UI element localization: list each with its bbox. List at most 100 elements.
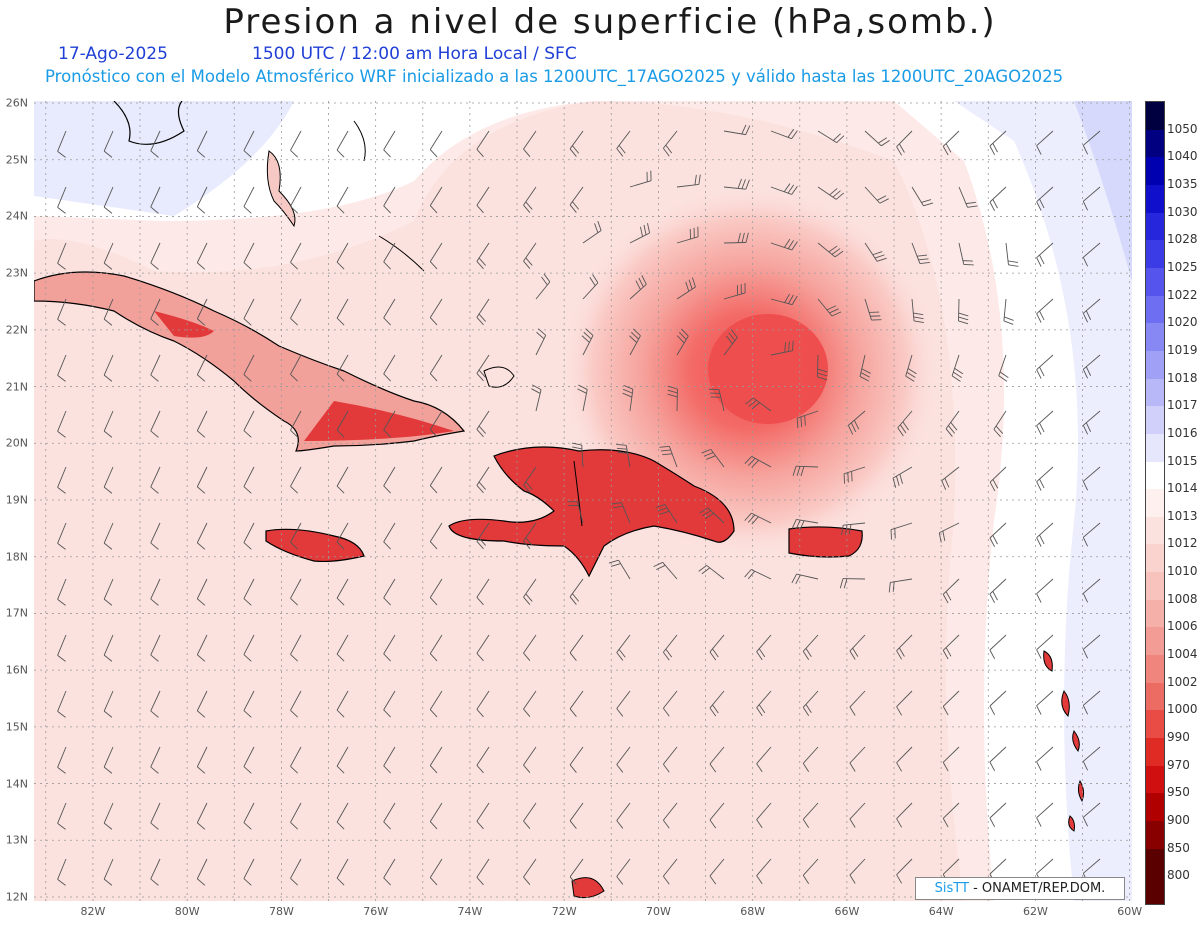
wind-barb — [1082, 354, 1101, 379]
wind-barb — [196, 410, 208, 438]
legend-level-label: 1010 — [1167, 564, 1198, 579]
wind-barb — [942, 690, 960, 716]
pressure-field-1015-east — [954, 101, 1132, 901]
wind-barb — [998, 354, 1009, 382]
wind-barb — [1036, 578, 1054, 603]
legend-swatch — [1146, 240, 1164, 269]
low-pressure-core — [708, 314, 828, 424]
wind-barb — [196, 802, 208, 830]
wind-barb — [770, 238, 798, 251]
wind-barb — [383, 578, 396, 606]
wind-barb — [290, 522, 302, 550]
wind-barb — [243, 466, 255, 494]
wind-barb — [676, 226, 699, 244]
legend-swatch — [1146, 655, 1164, 684]
wind-barb — [1036, 298, 1054, 323]
legend-level-label: 1017 — [1167, 398, 1198, 413]
forecast-time: 1500 UTC / 12:00 am Hora Local / SFC — [252, 44, 577, 64]
wind-barb — [571, 442, 584, 468]
legend-level-label: 1019 — [1167, 342, 1198, 357]
wind-barb — [629, 170, 652, 188]
wind-barb — [896, 746, 913, 772]
wind-barb — [196, 130, 208, 158]
wind-barb — [816, 354, 828, 381]
legend-swatch — [1146, 267, 1164, 297]
legend-swatch — [1146, 682, 1164, 711]
legend-level-label: 1014 — [1167, 481, 1198, 496]
wind-barb — [336, 130, 349, 158]
latitude-label: 21N — [5, 380, 28, 394]
wind-barb — [243, 242, 255, 270]
legend-swatch — [1146, 323, 1164, 352]
wind-barb — [989, 578, 1007, 604]
wind-barb — [383, 410, 396, 438]
wind-barb — [888, 578, 913, 593]
wind-barb — [989, 186, 1007, 212]
pressure-map — [34, 101, 1132, 901]
wind-barb — [847, 410, 866, 435]
wind-barb — [476, 634, 490, 662]
wind-barb — [383, 690, 396, 718]
wind-barb — [841, 522, 866, 536]
wind-barb — [911, 186, 934, 207]
wind-barb — [290, 802, 302, 830]
wind-barb — [938, 522, 960, 543]
wind-barb — [103, 130, 114, 158]
wind-barb — [993, 410, 1007, 438]
legend-swatch — [1146, 406, 1164, 435]
legend-level-label: 1016 — [1167, 425, 1198, 440]
wind-barb — [103, 242, 114, 270]
wind-barb — [535, 273, 551, 300]
latitude-label: 20N — [5, 436, 28, 450]
wind-barb — [698, 565, 725, 580]
wind-barb — [1082, 410, 1101, 435]
latitude-label: 23N — [5, 266, 28, 280]
wind-barb — [864, 186, 889, 204]
florida-coast — [113, 101, 185, 145]
wind-barb — [523, 858, 537, 886]
wind-barb — [383, 522, 396, 550]
wind-barb — [103, 466, 114, 494]
wind-barb — [57, 634, 67, 662]
wind-barb — [770, 340, 794, 356]
wind-barb — [150, 690, 161, 718]
legend-level-label: 970 — [1167, 757, 1190, 772]
wind-barb — [723, 232, 749, 244]
latitude-label: 14N — [5, 777, 28, 791]
wind-barb — [290, 858, 302, 886]
wind-barb — [622, 384, 634, 412]
wind-barb — [243, 186, 255, 214]
legend-swatch — [1146, 848, 1164, 877]
legend-level-label: 1015 — [1167, 453, 1198, 468]
wind-barb — [290, 410, 302, 438]
wind-barb — [196, 242, 208, 270]
legend-swatch — [1146, 433, 1164, 462]
wind-barb — [476, 410, 490, 438]
wind-barb — [890, 522, 913, 540]
wind-barb — [942, 746, 960, 772]
wind-barb — [629, 328, 641, 356]
wind-barb — [336, 802, 349, 830]
longitude-label: 60W — [1117, 905, 1143, 918]
wind-barb — [744, 569, 772, 580]
wind-barb — [942, 634, 960, 660]
wind-barb — [849, 690, 866, 716]
wind-barb — [1036, 634, 1054, 659]
wind-barb — [756, 802, 772, 829]
legend-level-label: 1000 — [1167, 702, 1198, 717]
latitude-label: 19N — [5, 493, 28, 507]
wind-barb — [429, 746, 443, 774]
legend-level-label: 1025 — [1167, 259, 1198, 274]
wind-barb — [103, 578, 114, 606]
legend-level-label: 800 — [1167, 868, 1190, 883]
wind-barb — [958, 298, 969, 325]
wind-barb — [383, 130, 396, 158]
wind-barb — [723, 124, 751, 136]
wind-barb — [476, 354, 490, 382]
wind-barb — [476, 578, 490, 606]
wind-barb — [709, 858, 725, 885]
wind-barb — [57, 242, 67, 270]
wind-barb — [1082, 634, 1101, 659]
legend-level-label: 1008 — [1167, 591, 1198, 606]
legend-level-label: 1040 — [1167, 149, 1198, 164]
